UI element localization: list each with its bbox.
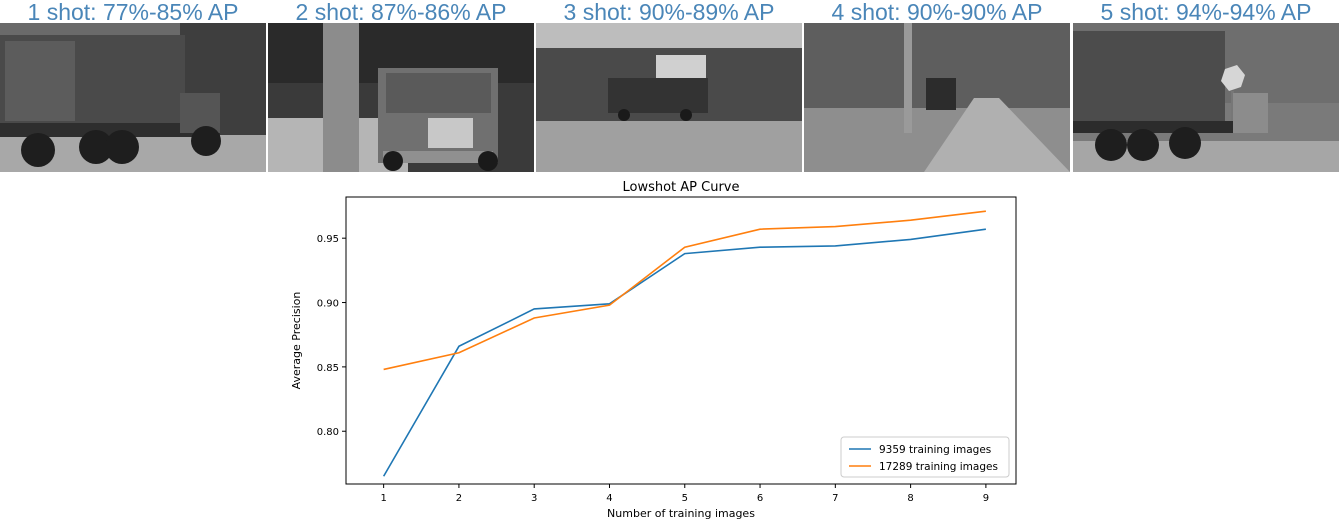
shot-label-3: 3 shot: 90%-89% AP: [563, 0, 775, 25]
y-tick-label: 0.80: [317, 427, 339, 438]
x-tick-label: 3: [531, 493, 537, 504]
y-tick-label: 0.90: [317, 299, 339, 310]
x-tick-label: 9: [983, 493, 989, 504]
legend-label-1: 9359 training images: [879, 444, 991, 456]
truck-front-photo: [268, 23, 534, 172]
chart-title: Lowshot AP Curve: [622, 180, 739, 195]
shot-label-4: 4 shot: 90%-90% AP: [831, 0, 1043, 25]
shot-panel-2: 2 shot: 87%-86% AP: [268, 0, 534, 172]
x-axis-ticks: 1 2 3 4 5 6 7 8 9: [380, 484, 989, 504]
x-axis-label: Number of training images: [607, 507, 755, 520]
x-tick-label: 7: [832, 493, 838, 504]
truck-road-photo: [804, 23, 1070, 172]
shot-panel-5: 5 shot: 94%-94% AP: [1073, 0, 1339, 172]
series-line-1: [382, 228, 986, 477]
truck-stop-sign-photo: [1073, 23, 1339, 172]
legend-box: [840, 436, 1010, 478]
truck-distant-photo: [536, 23, 802, 172]
x-tick-label: 4: [606, 493, 612, 504]
y-tick-label: 0.85: [317, 363, 339, 374]
x-tick-label: 8: [907, 493, 913, 504]
shot-panel-3: 3 shot: 90%-89% AP: [536, 0, 802, 172]
shot-label-5: 5 shot: 94%-94% AP: [1100, 0, 1312, 25]
truck-side-photo: [0, 23, 266, 172]
x-tick-label: 5: [682, 493, 688, 504]
shot-panel-1: 1 shot: 77%-85% AP: [0, 0, 266, 172]
x-tick-label: 1: [380, 493, 386, 504]
legend-label-2: 17289 training images: [879, 461, 998, 473]
shot-label-1: 1 shot: 77%-85% AP: [27, 0, 239, 25]
shot-label-2: 2 shot: 87%-86% AP: [295, 0, 507, 25]
y-tick-label: 0.95: [317, 234, 339, 245]
x-tick-label: 6: [757, 493, 763, 504]
y-axis-label: Average Precision: [290, 292, 303, 390]
legend: 9359 training images 17289 training image…: [840, 436, 1010, 478]
x-tick-label: 2: [456, 493, 462, 504]
series-lines: [382, 210, 986, 477]
series-line-2: [383, 210, 986, 371]
shot-examples-strip: 1 shot: 77%-85% AP 2 shot: 87%-86% AP: [0, 0, 1339, 172]
y-axis-ticks: 0.80 0.85 0.90 0.95: [317, 234, 346, 438]
plot-area: [345, 196, 1017, 485]
shot-panel-4: 4 shot: 90%-90% AP: [804, 0, 1070, 172]
